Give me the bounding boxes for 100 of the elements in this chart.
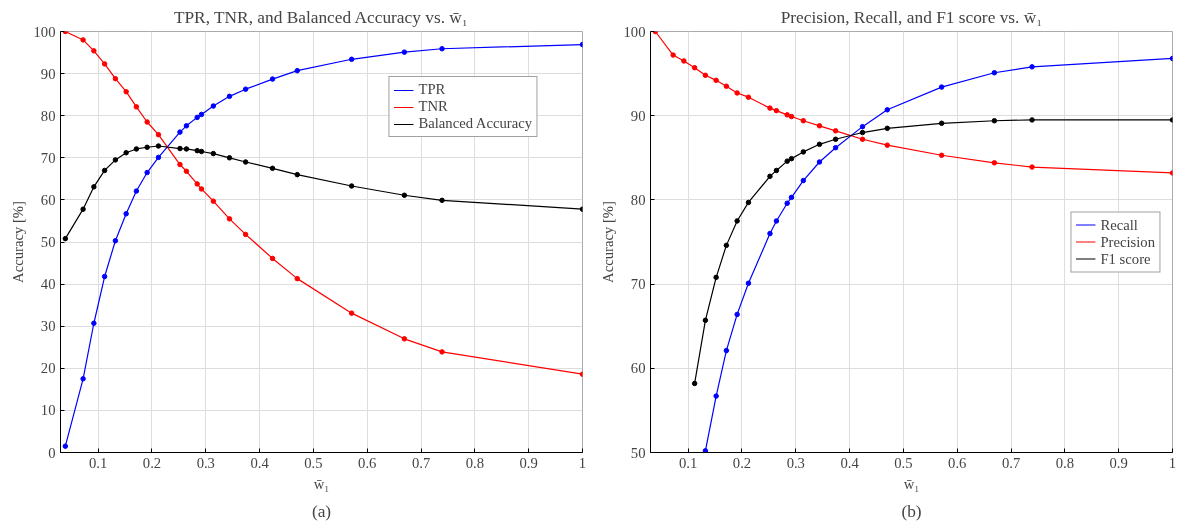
point <box>991 70 998 76</box>
point <box>62 443 69 449</box>
point <box>242 86 249 92</box>
point <box>713 274 719 281</box>
text: (a) <box>311 501 332 521</box>
point <box>155 154 162 161</box>
y-tick-label: 10 <box>40 402 56 419</box>
point <box>702 72 709 79</box>
point <box>816 123 823 129</box>
x-tick-label: 0.1 <box>89 454 108 471</box>
point <box>226 93 233 100</box>
legend-label: Balanced Accuracy <box>418 115 532 132</box>
point <box>859 123 866 130</box>
x-tick-label: 0.5 <box>304 454 323 471</box>
point <box>198 111 205 118</box>
chart-title: TPR, TNR, and Balanced Accuracy vs. w̄₁ <box>173 7 468 27</box>
point <box>784 158 790 164</box>
point <box>734 311 740 318</box>
y-tick-label: 70 <box>630 276 646 293</box>
point <box>884 107 891 113</box>
legend-label: TNR <box>418 98 448 115</box>
point <box>133 188 140 194</box>
point <box>91 184 97 190</box>
point <box>177 129 183 135</box>
point <box>101 167 108 174</box>
point <box>101 61 108 67</box>
y-axis-title: Accuracy [%] <box>599 201 616 283</box>
point <box>816 141 823 148</box>
point <box>62 235 69 242</box>
text: (b) <box>901 501 922 521</box>
point <box>112 237 119 244</box>
point <box>177 145 183 152</box>
point <box>80 206 86 212</box>
x-tick-label: 1 <box>578 454 587 471</box>
point <box>348 183 355 189</box>
point <box>144 144 150 151</box>
point <box>734 90 740 96</box>
point <box>702 317 709 324</box>
point <box>745 199 752 206</box>
point <box>112 157 119 163</box>
x-tick-label: 1 <box>1168 454 1177 471</box>
point <box>91 48 97 54</box>
x-tick-label: 0.7 <box>1001 454 1021 471</box>
point <box>210 150 217 157</box>
x-tick-label: 0.8 <box>1055 454 1075 471</box>
x-tick-label: 0.8 <box>465 454 485 471</box>
y-tick-label: 40 <box>40 276 56 293</box>
point <box>226 155 233 161</box>
point <box>788 113 795 120</box>
y-tick-label: 90 <box>40 65 56 82</box>
point <box>734 218 740 224</box>
point <box>691 64 698 71</box>
y-tick-label: 20 <box>40 360 56 377</box>
point <box>155 131 162 138</box>
point <box>767 230 773 237</box>
point <box>713 77 719 84</box>
point <box>242 231 249 238</box>
point <box>723 347 730 354</box>
point <box>439 349 445 355</box>
point <box>670 52 676 58</box>
point <box>859 136 866 143</box>
point <box>938 84 945 90</box>
point <box>784 200 790 207</box>
x-tick-label: 0.4 <box>250 454 270 471</box>
y-tick-label: 60 <box>40 191 56 208</box>
legend-label: F1 score <box>1100 250 1151 267</box>
point <box>144 119 150 125</box>
y-tick-label: 30 <box>40 318 56 335</box>
point <box>938 120 945 127</box>
point <box>991 118 998 124</box>
point <box>745 94 752 100</box>
x-tick-label: 0.1 <box>679 454 698 471</box>
point <box>938 152 945 159</box>
point <box>194 114 200 121</box>
x-tick-label: 0.9 <box>519 454 538 471</box>
x-tick-label: 0.7 <box>411 454 431 471</box>
x-tick-label: 0.2 <box>142 454 162 471</box>
point <box>773 107 780 114</box>
y-tick-label: 50 <box>40 234 56 250</box>
point <box>1029 164 1035 170</box>
point <box>183 123 190 129</box>
point <box>177 161 183 168</box>
point <box>112 75 119 82</box>
x-tick-label: 0.6 <box>358 454 377 471</box>
y-tick-label: 70 <box>40 149 56 166</box>
point <box>133 146 140 152</box>
point <box>702 448 709 453</box>
point <box>784 112 790 118</box>
point <box>123 211 129 217</box>
point <box>745 280 752 286</box>
point <box>773 218 780 224</box>
point <box>348 310 355 316</box>
point <box>91 320 97 326</box>
point <box>123 88 129 95</box>
point <box>800 118 807 124</box>
point <box>439 46 445 52</box>
x-tick-label: 0.9 <box>1109 454 1128 471</box>
point <box>800 149 807 155</box>
x-tick-label: 0.5 <box>894 454 913 471</box>
point <box>294 67 301 74</box>
